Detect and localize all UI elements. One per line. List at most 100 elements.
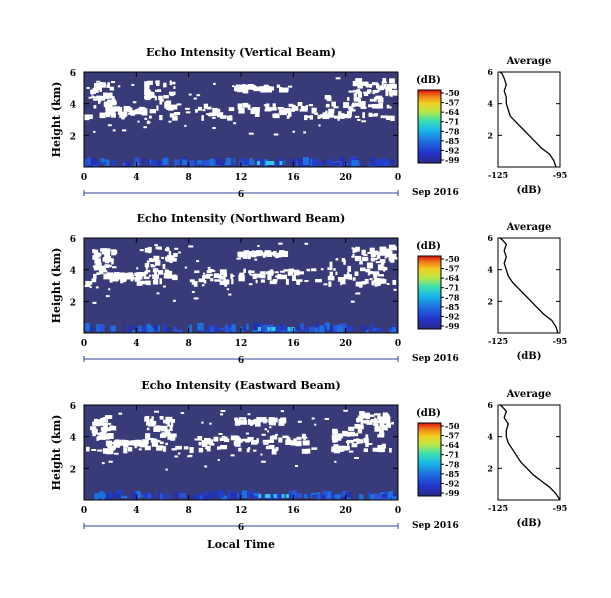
panel-1-date-label: Sep 2016 — [412, 188, 459, 198]
panel-3-profile-y-tick-2: 2 — [487, 463, 493, 473]
panel-3-y-tick-6: 6 — [70, 402, 76, 412]
panel-3-colorbar-unit: (dB) — [416, 408, 441, 419]
panel-3-title: Echo Intensity (Eastward Beam) — [141, 379, 340, 392]
panel-1-no-data-region — [84, 77, 399, 136]
panel-1-colorbar-tick-6: -92 — [445, 145, 459, 155]
panel-1-ylabel: Height (km) — [50, 82, 63, 158]
panel-2-colorbar-tick-2: -64 — [445, 273, 460, 283]
panel-1-y-tick-4: 4 — [70, 101, 76, 111]
panel-2-y-tick-4: 4 — [70, 267, 76, 277]
panel-2-x-tick-6: 0 — [395, 339, 401, 349]
panel-1-colorbar-tick-0: -50 — [445, 88, 460, 98]
panel-3-x-tick-1: 4 — [133, 506, 139, 516]
panel-1-colorbar-tick-5: -85 — [445, 136, 459, 146]
panel-3-surface-echo-band — [94, 489, 398, 500]
panel-3-x-tick-6: 0 — [395, 506, 401, 516]
panel-2-x-tick-5: 20 — [339, 339, 352, 349]
panel-1-title: Echo Intensity (Vertical Beam) — [146, 46, 336, 59]
panel-3-x-tick-2: 8 — [186, 506, 192, 516]
panel-2-colorbar-tick-0: -50 — [445, 254, 460, 264]
panel-3-colorbar-tick-3: -71 — [445, 450, 459, 460]
panel-2-colorbar-unit: (dB) — [416, 241, 441, 252]
panel-3-y-tick-2: 2 — [70, 465, 76, 475]
panel-1-x-tick-4: 16 — [287, 173, 300, 183]
panel-2-profile-xlabel: (dB) — [517, 351, 542, 362]
panel-2-x-tick-2: 8 — [186, 339, 192, 349]
panel-3-profile-x-tick-1: -95 — [553, 503, 567, 513]
panel-3-profile-y-tick-4: 4 — [487, 432, 493, 442]
panel-2-no-data-region — [84, 242, 398, 304]
panel-1-surface-echo-band — [84, 156, 395, 167]
panel-3-colorbar-tick-7: -99 — [445, 488, 460, 498]
panel-2-colorbar-tick-7: -99 — [445, 321, 460, 331]
panel-1-colorbar-unit: (dB) — [416, 75, 441, 86]
panel-1-colorbar-tick-1: -57 — [445, 98, 459, 108]
panel-2-day-label: 6 — [238, 356, 244, 366]
panel-2-colorbar — [417, 255, 442, 330]
panel-1-x-tick-1: 4 — [133, 173, 139, 183]
panel-2-profile-x-tick-1: -95 — [553, 336, 567, 346]
panel-1-day-label: 6 — [238, 190, 244, 200]
panel-2-x-tick-0: 0 — [81, 339, 87, 349]
panel-3-colorbar-tick-2: -64 — [445, 440, 460, 450]
panel-1-profile-xlabel: (dB) — [517, 185, 542, 196]
panel-2-surface-echo-band — [84, 322, 397, 333]
panel-2-ylabel: Height (km) — [50, 248, 63, 324]
panel-3-colorbar-tick-5: -85 — [445, 469, 459, 479]
panel-1-profile-y-tick-4: 4 — [487, 99, 493, 109]
panel-1-profile-y-tick-6: 6 — [487, 67, 493, 77]
panel-2-profile-title: Average — [506, 222, 552, 233]
panel-1-profile-line — [499, 71, 557, 168]
panel-3-x-tick-4: 16 — [287, 506, 300, 516]
panel-1-x-tick-3: 12 — [235, 173, 248, 183]
panel-2-x-tick-3: 12 — [235, 339, 248, 349]
panel-3-profile-y-tick-6: 6 — [487, 400, 493, 410]
panel-3-date-label: Sep 2016 — [412, 521, 459, 531]
panel-3-colorbar-tick-6: -92 — [445, 478, 459, 488]
panel-2-profile-line — [499, 237, 559, 334]
panel-3-day-label: 6 — [238, 523, 244, 533]
panel-1-profile-y-tick-2: 2 — [487, 130, 493, 140]
panel-3-x-tick-3: 12 — [235, 506, 248, 516]
panel-2-colorbar-tick-1: -57 — [445, 264, 459, 274]
panel-2-x-tick-1: 4 — [133, 339, 139, 349]
panel-3-profile-line — [499, 404, 561, 501]
panel-1-x-tick-0: 0 — [81, 173, 87, 183]
panel-3-no-data-region — [86, 409, 394, 471]
panel-1-x-tick-2: 8 — [186, 173, 192, 183]
panel-2-y-tick-6: 6 — [70, 235, 76, 245]
panel-3-profile-title: Average — [506, 389, 552, 400]
panel-3-xlabel: Local Time — [207, 538, 275, 551]
panel-3-profile-xlabel: (dB) — [517, 518, 542, 529]
panel-2-title: Echo Intensity (Northward Beam) — [137, 212, 346, 225]
panel-1-colorbar-tick-3: -71 — [445, 117, 459, 127]
panel-1-colorbar — [417, 89, 442, 164]
panel-2-y-tick-2: 2 — [70, 298, 76, 308]
panel-3-y-tick-4: 4 — [70, 434, 76, 444]
panel-2-colorbar-tick-3: -71 — [445, 283, 459, 293]
panel-2-colorbar-tick-6: -92 — [445, 311, 459, 321]
panel-3-colorbar-tick-4: -78 — [445, 459, 460, 469]
panel-1-profile-x-tick-0: -125 — [488, 170, 508, 180]
panel-3-x-tick-0: 0 — [81, 506, 87, 516]
panel-3-colorbar-tick-1: -57 — [445, 431, 459, 441]
panel-1-profile-x-tick-1: -95 — [553, 170, 567, 180]
panel-3-x-tick-5: 20 — [339, 506, 352, 516]
panel-1-profile-title: Average — [506, 56, 552, 67]
panel-2-profile-x-tick-0: -125 — [488, 336, 508, 346]
panel-3-colorbar — [417, 422, 442, 497]
panel-1-colorbar-tick-4: -78 — [445, 126, 460, 136]
panel-3-colorbar-tick-0: -50 — [445, 421, 460, 431]
panel-1-y-tick-2: 2 — [70, 132, 76, 142]
panel-1-y-tick-6: 6 — [70, 69, 76, 79]
panel-2-x-tick-4: 16 — [287, 339, 300, 349]
panel-2-colorbar-tick-4: -78 — [445, 292, 460, 302]
panel-2-date-label: Sep 2016 — [412, 354, 459, 364]
panel-3-profile-x-tick-0: -125 — [488, 503, 508, 513]
panel-2-profile-y-tick-2: 2 — [487, 296, 493, 306]
panel-2-profile-y-tick-4: 4 — [487, 265, 493, 275]
panel-1-x-tick-5: 20 — [339, 173, 352, 183]
panel-3-ylabel: Height (km) — [50, 415, 63, 491]
panel-1-colorbar-tick-2: -64 — [445, 107, 460, 117]
